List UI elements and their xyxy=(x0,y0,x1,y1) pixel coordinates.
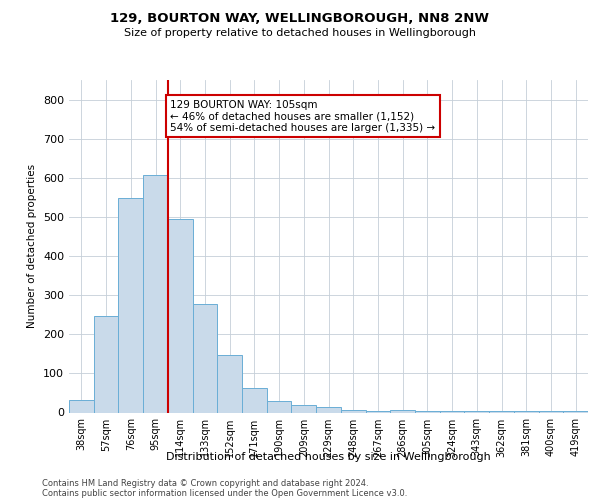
Bar xyxy=(242,388,267,412)
Text: Size of property relative to detached houses in Wellingborough: Size of property relative to detached ho… xyxy=(124,28,476,38)
Y-axis label: Number of detached properties: Number of detached properties xyxy=(28,164,37,328)
Text: 129 BOURTON WAY: 105sqm
← 46% of detached houses are smaller (1,152)
54% of semi: 129 BOURTON WAY: 105sqm ← 46% of detache… xyxy=(170,100,436,133)
Bar xyxy=(440,410,464,412)
Bar xyxy=(316,408,341,412)
Bar xyxy=(143,175,168,412)
Bar xyxy=(415,410,440,412)
Bar xyxy=(94,316,118,412)
Bar xyxy=(563,410,588,412)
Bar xyxy=(193,304,217,412)
Bar xyxy=(365,410,390,412)
Text: Contains HM Land Registry data © Crown copyright and database right 2024.: Contains HM Land Registry data © Crown c… xyxy=(42,479,368,488)
Bar xyxy=(69,400,94,412)
Text: Distribution of detached houses by size in Wellingborough: Distribution of detached houses by size … xyxy=(166,452,491,462)
Bar xyxy=(464,410,489,412)
Bar xyxy=(267,401,292,412)
Bar xyxy=(168,220,193,412)
Bar xyxy=(539,410,563,412)
Bar xyxy=(292,406,316,412)
Text: Contains public sector information licensed under the Open Government Licence v3: Contains public sector information licen… xyxy=(42,489,407,498)
Bar xyxy=(390,410,415,412)
Bar xyxy=(217,355,242,412)
Bar xyxy=(489,410,514,412)
Bar xyxy=(341,410,365,412)
Bar xyxy=(514,410,539,412)
Bar xyxy=(118,198,143,412)
Text: 129, BOURTON WAY, WELLINGBOROUGH, NN8 2NW: 129, BOURTON WAY, WELLINGBOROUGH, NN8 2N… xyxy=(110,12,490,26)
